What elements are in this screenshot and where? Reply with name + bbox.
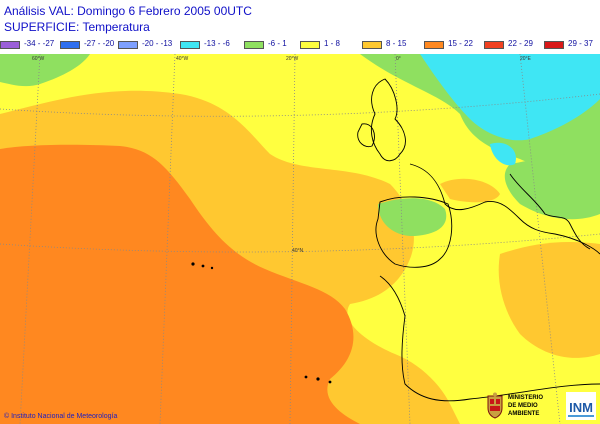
zone-minus6-1 [0,54,90,87]
svg-text:INM: INM [569,400,593,415]
legend-label: 8 - 15 [386,39,407,48]
legend-swatch [60,41,80,49]
legend-label: 29 - 37 [568,39,593,48]
grid-label-20e: 20°E [520,56,532,62]
coat-of-arms-icon [487,392,503,419]
footer-logos: MINISTERIO DE MEDIO AMBIENTE INM [484,390,596,422]
zone-8-15 [498,242,600,358]
legend-label: -27 - -20 [84,39,115,48]
legend-label: -13 - -6 [204,39,230,48]
grid-label-20w: 20°W [286,56,299,62]
legend-swatch [424,41,444,49]
inm-logo-icon: INM [566,392,596,420]
zone-8-15 [440,178,500,203]
legend-label: -34 - -27 [24,39,55,48]
legend-label: -6 - 1 [268,39,287,48]
page-title: Análisis VAL: Domingo 6 Febrero 2005 00U… [4,4,252,18]
ministry-name: MINISTERIO DE MEDIO AMBIENTE [508,395,544,417]
legend-label: 22 - 29 [508,39,533,48]
legend-label: -20 - -13 [142,39,173,48]
legend-swatch [362,41,382,49]
grid-label-0: 0° [396,56,401,62]
legend-swatch [484,41,504,49]
zone-minus6-1 [378,198,447,237]
zone-minus6-1 [504,152,600,220]
legend-swatch [0,41,20,49]
zone-minus13-minus6 [490,142,516,166]
temperature-map: 60°W 40°W 20°W 0° 20°E 40°N [0,54,600,424]
zone-minus13-minus6 [420,54,600,141]
legend-label: 15 - 22 [448,39,473,48]
legend-swatch [544,41,564,49]
page-subtitle: SUPERFICIE: Temperatura [4,20,150,34]
grid-label-60w: 60°W [32,56,45,62]
legend-swatch [300,41,320,49]
legend-swatch [118,41,138,49]
copyright-credit: © Instituto Nacional de Meteorología [4,413,118,420]
zone-15-22 [0,144,360,424]
grid-label-40w: 40°W [176,56,189,62]
legend-swatch [180,41,200,49]
grid-label-40n: 40°N [292,248,304,254]
legend-label: 1 - 8 [324,39,341,48]
legend-swatch [244,41,264,49]
temperature-legend: -34 - -27 -27 - -20 -20 - -13 -13 - -6 -6 - … [0,37,600,53]
